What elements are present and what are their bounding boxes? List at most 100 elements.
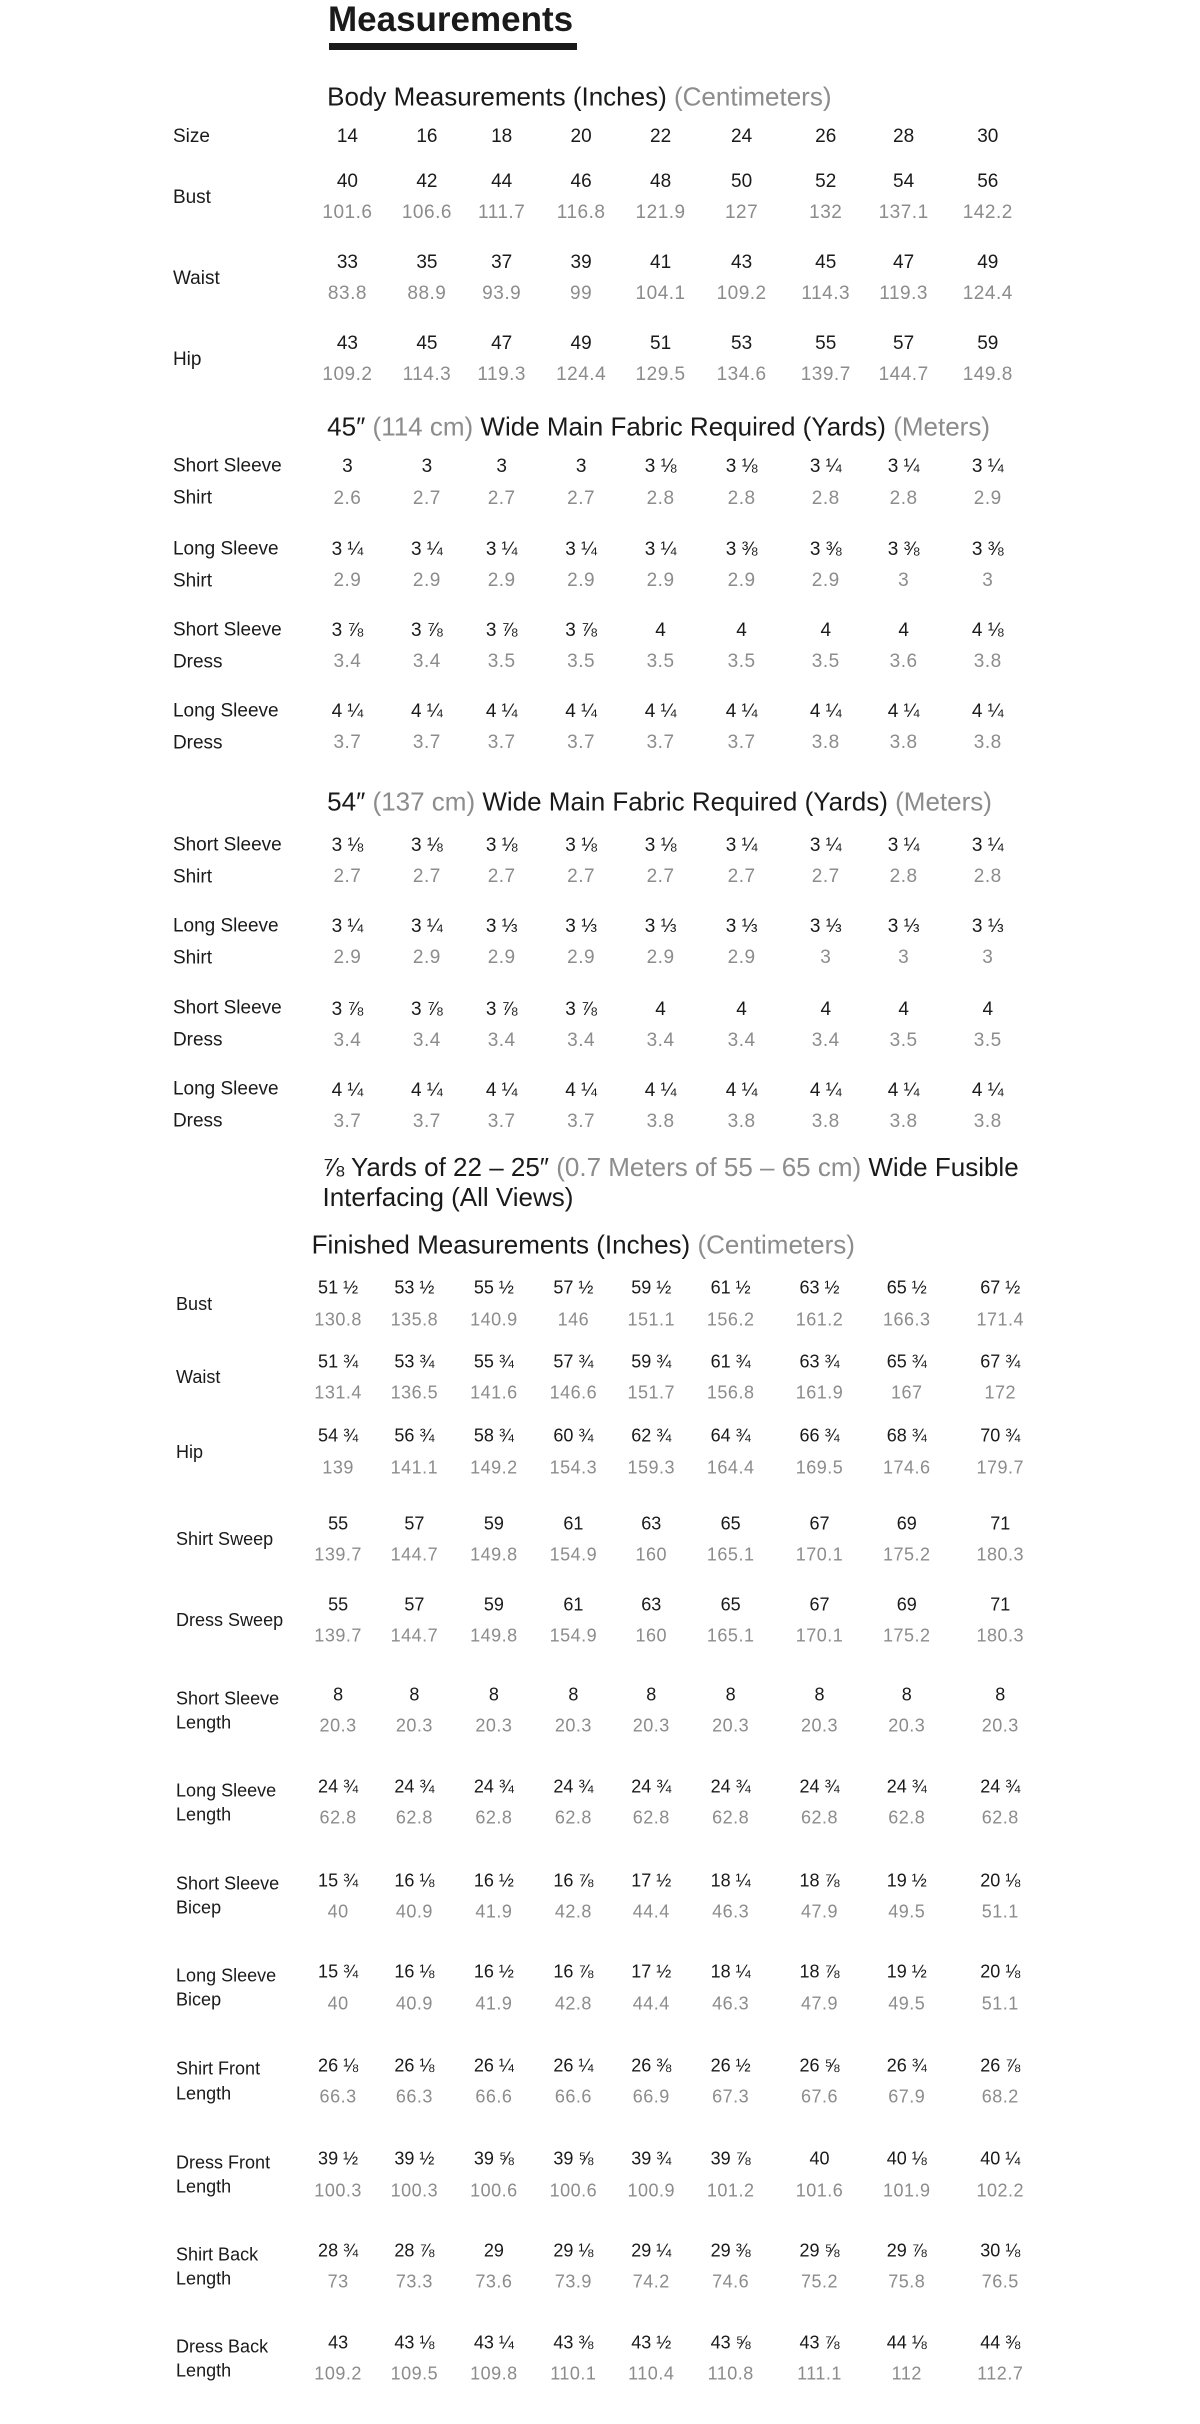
inch-cell: 4 ¼	[485, 701, 518, 722]
heading-part: (137 cm)	[372, 786, 476, 817]
inch-cell: 4 ¼	[725, 1079, 758, 1101]
inch-cell: 3 ⅓	[565, 916, 597, 937]
cm-cell: 62.8	[981, 1807, 1019, 1828]
inch-cell: 3 ⅛	[644, 834, 677, 856]
inch-cell: 3 ⅞	[331, 619, 364, 641]
inch-cell: 16 ⅞	[553, 1870, 594, 1890]
cm-cell: 116.8	[556, 202, 606, 224]
inch-cell: 40	[809, 2148, 830, 2169]
cm-cell: 101.9	[882, 2180, 931, 2201]
cm-cell: 3	[982, 570, 994, 592]
inch-cell: 52	[815, 171, 837, 193]
cm-cell: 2.7	[811, 866, 840, 888]
inch-cell: 53 ½	[394, 1277, 435, 1298]
cm-cell: 88.9	[407, 283, 447, 305]
size-cell: 30	[977, 126, 999, 148]
cm-cell: 161.9	[795, 1382, 844, 1403]
cm-cell: 3.7	[567, 732, 596, 754]
inch-cell: 43 ⅜	[553, 2332, 594, 2353]
cm-cell: 3.5	[727, 651, 756, 673]
cm-cell: 156.2	[706, 1309, 755, 1330]
inch-cell: 39 ½	[318, 2148, 359, 2169]
inch-cell: 3	[342, 456, 353, 478]
cm-cell: 129.5	[635, 364, 686, 386]
cm-cell: 3.4	[333, 1029, 362, 1051]
inch-cell: 4 ¼	[887, 701, 920, 722]
row-label: Dress Sweep	[176, 1610, 284, 1631]
inch-cell: 50	[731, 171, 753, 193]
inch-cell: 3 ⅞	[485, 619, 518, 641]
row-label: Bust	[176, 1293, 213, 1314]
cm-cell: 75.2	[800, 2271, 839, 2292]
heading-part: (Centimeters)	[697, 1229, 855, 1260]
cm-cell: 2.7	[412, 866, 441, 888]
section-heading: 45″ (114 cm) Wide Main Fabric Required (…	[327, 411, 990, 442]
row-label: Short Sleeve Length	[176, 1688, 280, 1733]
inch-cell: 55	[815, 333, 837, 355]
inch-cell: 29 ⅞	[886, 2240, 927, 2261]
inch-cell: 3 ⅜	[887, 538, 920, 560]
cm-cell: 166.3	[882, 1309, 931, 1330]
cm-cell: 132	[809, 202, 843, 224]
cm-cell: 124.4	[962, 283, 1013, 305]
cm-cell: 3.4	[333, 651, 362, 673]
cm-cell: 83.8	[327, 283, 367, 305]
inch-cell: 39 ½	[394, 2148, 435, 2169]
inch-cell: 4	[655, 998, 666, 1020]
inch-cell: 8	[995, 1684, 1006, 1705]
size-cell: 20	[570, 126, 592, 148]
inch-cell: 57	[404, 1594, 425, 1615]
cm-cell: 3.7	[412, 732, 441, 754]
cm-cell: 2.7	[646, 866, 675, 888]
inch-cell: 49	[977, 252, 999, 274]
cm-cell: 2.9	[973, 487, 1002, 509]
inch-cell: 8	[333, 1684, 344, 1705]
inch-cell: 20 ⅛	[980, 1961, 1021, 1982]
cm-cell: 40.9	[395, 1993, 433, 2014]
inch-cell: 33	[336, 252, 358, 274]
cm-cell: 40	[327, 1993, 349, 2014]
inch-cell: 8	[568, 1684, 579, 1705]
cm-cell: 2.6	[333, 487, 362, 509]
cm-cell: 111.7	[478, 202, 526, 224]
cm-cell: 164.4	[706, 1457, 755, 1478]
row-label: Long Sleeve Shirt	[172, 538, 279, 592]
row-label: Short Sleeve Shirt	[172, 455, 282, 509]
inch-cell: 3 ¼	[411, 916, 443, 937]
cm-cell: 2.9	[487, 947, 516, 969]
inch-cell: 19 ½	[886, 1961, 927, 1982]
inch-cell: 18 ¼	[710, 1961, 751, 1982]
cm-cell: 75.8	[888, 2271, 926, 2292]
cm-cell: 165.1	[706, 1544, 755, 1565]
cm-cell: 20.3	[475, 1715, 513, 1736]
row-label: Short Sleeve Shirt	[172, 834, 282, 888]
inch-cell: 4	[736, 998, 747, 1020]
row-label: Long Sleeve Bicep	[176, 1965, 277, 2010]
cm-cell: 172	[984, 1382, 1017, 1403]
cm-cell: 3.4	[727, 1029, 756, 1051]
section-heading: 54″ (137 cm) Wide Main Fabric Required (…	[327, 787, 992, 818]
inch-cell: 3 ¼	[887, 456, 920, 478]
inch-cell: 26 ¼	[473, 2055, 514, 2076]
cm-cell: 3.7	[727, 732, 756, 754]
inch-cell: 61	[563, 1594, 584, 1615]
inch-cell: 57	[893, 333, 915, 355]
inch-cell: 4	[982, 998, 994, 1020]
cm-cell: 2.8	[889, 487, 918, 509]
cm-cell: 146	[557, 1309, 590, 1330]
heading-part: ⅞ Yards of 22 – 25″	[322, 1151, 550, 1182]
cm-cell: 62.8	[475, 1807, 513, 1828]
cm-cell: 114.3	[801, 283, 851, 305]
inch-cell: 4 ⅛	[971, 619, 1004, 641]
cm-cell: 66.3	[319, 2086, 357, 2107]
inch-cell: 68 ¾	[886, 1425, 927, 1446]
inch-cell: 43 ¼	[473, 2332, 514, 2353]
cm-cell: 2.9	[727, 570, 756, 592]
cm-cell: 141.6	[470, 1382, 518, 1403]
inch-cell: 3 ⅛	[644, 456, 677, 478]
cm-cell: 20.3	[888, 1715, 926, 1736]
cm-cell: 174.6	[882, 1457, 931, 1478]
inch-cell: 24 ¾	[799, 1776, 840, 1797]
inch-cell: 4 ¼	[411, 701, 443, 722]
cm-cell: 66.3	[395, 2086, 433, 2107]
